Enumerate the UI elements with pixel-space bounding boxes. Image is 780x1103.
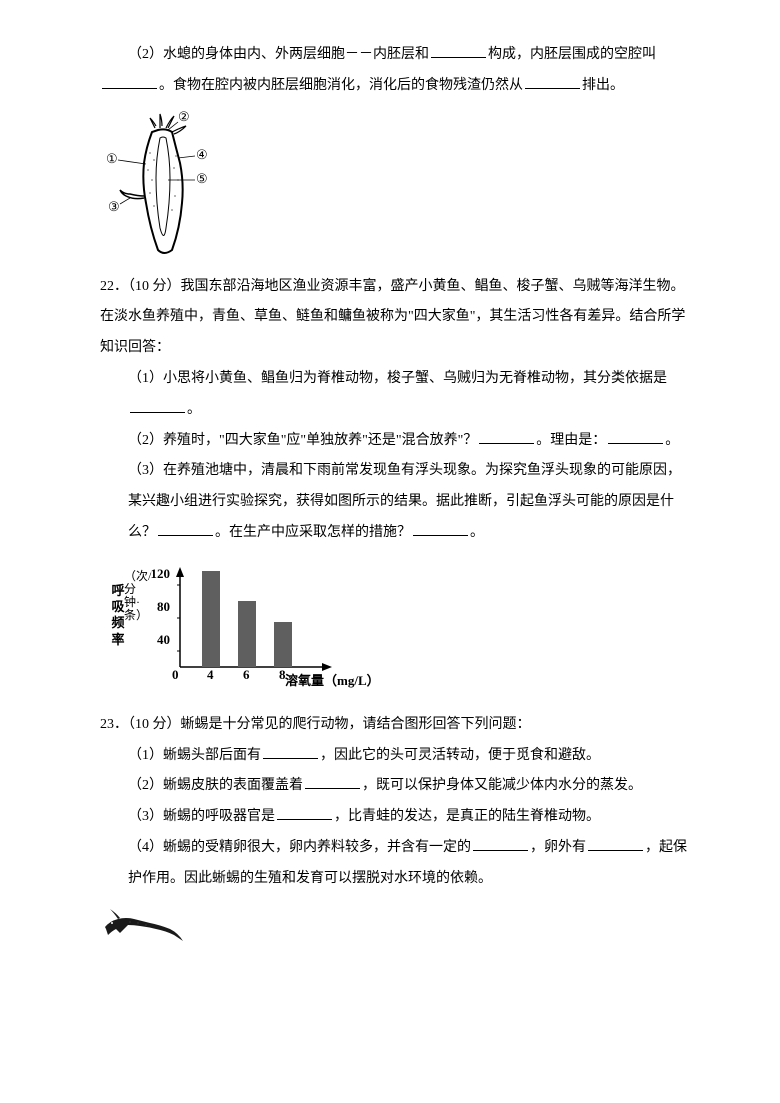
q22-p1-seg2: 。 bbox=[187, 402, 201, 417]
hydra-label-1: ① bbox=[106, 152, 118, 165]
q23-p2-seg1: （2）蜥蜴皮肤的表面覆盖着 bbox=[128, 778, 303, 793]
q23-p1-seg2: ，因此它的头可灵活转动，便于觅食和避敌。 bbox=[320, 748, 600, 763]
q22-p1: （1）小思将小黄鱼、鲳鱼归为脊椎动物，梭子蟹、乌贼归为无脊椎动物，其分类依据是。 bbox=[100, 364, 690, 426]
blank bbox=[473, 837, 528, 851]
q21-p2-seg3: 。食物在腔内被内胚层细胞消化，消化后的食物残渣仍然从 bbox=[159, 78, 523, 93]
blank bbox=[431, 44, 486, 58]
ytick-40: 40 bbox=[144, 633, 170, 646]
q22-p2-seg2: 。理由是： bbox=[536, 433, 606, 448]
q21-part2: （2）水螅的身体由内、外两层细胞－－内胚层和 构成，内胚层围成的空腔叫。食物在腔内… bbox=[100, 40, 690, 102]
blank bbox=[525, 75, 580, 89]
bar-chart: 呼吸频率 （次/分钟·条） 120 80 40 bbox=[110, 555, 410, 700]
xtick-0: 0 bbox=[172, 668, 179, 681]
chart-axes bbox=[172, 567, 392, 682]
q23: 23．（10 分）蜥蜴是十分常见的爬行动物，请结合图形回答下列问题： （1）蜥蜴… bbox=[100, 710, 690, 895]
blank bbox=[413, 522, 468, 536]
q23-intro-text: 蜥蜴是十分常见的爬行动物，请结合图形回答下列问题： bbox=[181, 717, 531, 732]
q22-p2-seg1: （2）养殖时，"四大家鱼"应"单独放养"还是"混合放养"？ bbox=[128, 433, 477, 448]
q23-p1: （1）蜥蜴头部后面有 ，因此它的头可灵活转动，便于觅食和避敌。 bbox=[100, 741, 690, 772]
q23-p3-seg2: ，比青蛙的发达，是真正的陆生脊椎动物。 bbox=[334, 809, 600, 824]
xtick-6: 6 bbox=[243, 668, 250, 681]
chart-xlabel: 溶氧量（mg/L） bbox=[285, 667, 380, 696]
q23-p4-seg1: （4）蜥蜴的受精卵很大，卵内养料较多，并含有一定的 bbox=[128, 840, 471, 855]
q22-intro: 22．（10 分）我国东部沿海地区渔业资源丰富，盛产小黄鱼、鲳鱼、梭子蟹、乌贼等… bbox=[100, 272, 690, 364]
q23-p2-seg2: ，既可以保护身体又能减少体内水分的蒸发。 bbox=[362, 778, 642, 793]
q23-num: 23． bbox=[100, 717, 128, 732]
q23-p2: （2）蜥蜴皮肤的表面覆盖着 ，既可以保护身体又能减少体内水分的蒸发。 bbox=[100, 771, 690, 802]
q22-num: 22． bbox=[100, 279, 128, 294]
q23-p1-seg1: （1）蜥蜴头部后面有 bbox=[128, 748, 261, 763]
q22-p1-seg1: （1）小思将小黄鱼、鲳鱼归为脊椎动物，梭子蟹、乌贼归为无脊椎动物，其分类依据是 bbox=[128, 371, 667, 386]
q23-intro: 23．（10 分）蜥蜴是十分常见的爬行动物，请结合图形回答下列问题： bbox=[100, 710, 690, 741]
q22-p3-seg2: 。在生产中应采取怎样的措施？ bbox=[215, 525, 411, 540]
q22-p2-seg3: 。 bbox=[665, 433, 679, 448]
ytick-80: 80 bbox=[144, 600, 170, 613]
xtick-4: 4 bbox=[207, 668, 214, 681]
blank bbox=[608, 430, 663, 444]
q23-p3: （3）蜥蜴的呼吸器官是 ，比青蛙的发达，是真正的陆生脊椎动物。 bbox=[100, 802, 690, 833]
ytick-120: 120 bbox=[144, 567, 170, 580]
q22-points: （10 分） bbox=[128, 279, 181, 294]
q21-p2-line: （2）水螅的身体由内、外两层细胞－－内胚层和 构成，内胚层围成的空腔叫。食物在腔内… bbox=[100, 40, 690, 102]
blank bbox=[479, 430, 534, 444]
q22-p3-seg3: 。 bbox=[470, 525, 484, 540]
blank bbox=[263, 745, 318, 759]
hydra-label-5: ⑤ bbox=[196, 172, 208, 185]
hydra-label-4: ④ bbox=[196, 148, 208, 161]
hydra-label-3: ③ bbox=[108, 200, 120, 213]
q23-p4-seg2: ，卵外有 bbox=[530, 840, 586, 855]
blank bbox=[102, 75, 157, 89]
q21-p2-seg4: 排出。 bbox=[582, 78, 624, 93]
q21-p2-seg2: 构成，内胚层围成的空腔叫 bbox=[488, 47, 656, 62]
blank bbox=[130, 399, 185, 413]
q22-intro-text: 我国东部沿海地区渔业资源丰富，盛产小黄鱼、鲳鱼、梭子蟹、乌贼等海洋生物。在淡水鱼… bbox=[100, 279, 685, 356]
hydra-svg bbox=[100, 108, 230, 258]
hydra-label-2: ② bbox=[178, 110, 190, 123]
blank bbox=[158, 522, 213, 536]
hydra-figure: ① ② ④ ⑤ ③ bbox=[100, 108, 230, 258]
q23-points: （10 分） bbox=[128, 717, 181, 732]
lizard-figure bbox=[100, 899, 185, 949]
q22-p3: （3）在养殖池塘中，清晨和下雨前常发现鱼有浮头现象。为探究鱼浮头现象的可能原因，… bbox=[100, 456, 690, 548]
blank bbox=[277, 806, 332, 820]
q21-p2-seg1: （2）水螅的身体由内、外两层细胞－－内胚层和 bbox=[128, 47, 429, 62]
q23-p4: （4）蜥蜴的受精卵很大，卵内养料较多，并含有一定的，卵外有，起保护作用。因此蜥蜴… bbox=[100, 833, 690, 895]
lizard-svg bbox=[100, 899, 185, 949]
q22: 22．（10 分）我国东部沿海地区渔业资源丰富，盛产小黄鱼、鲳鱼、梭子蟹、乌贼等… bbox=[100, 272, 690, 700]
q23-p3-seg1: （3）蜥蜴的呼吸器官是 bbox=[128, 809, 275, 824]
blank bbox=[305, 775, 360, 789]
blank bbox=[588, 837, 643, 851]
chart-yunit: （次/分钟·条） bbox=[124, 570, 140, 623]
q22-p2: （2）养殖时，"四大家鱼"应"单独放养"还是"混合放养"？ 。理由是： 。 bbox=[100, 426, 690, 457]
